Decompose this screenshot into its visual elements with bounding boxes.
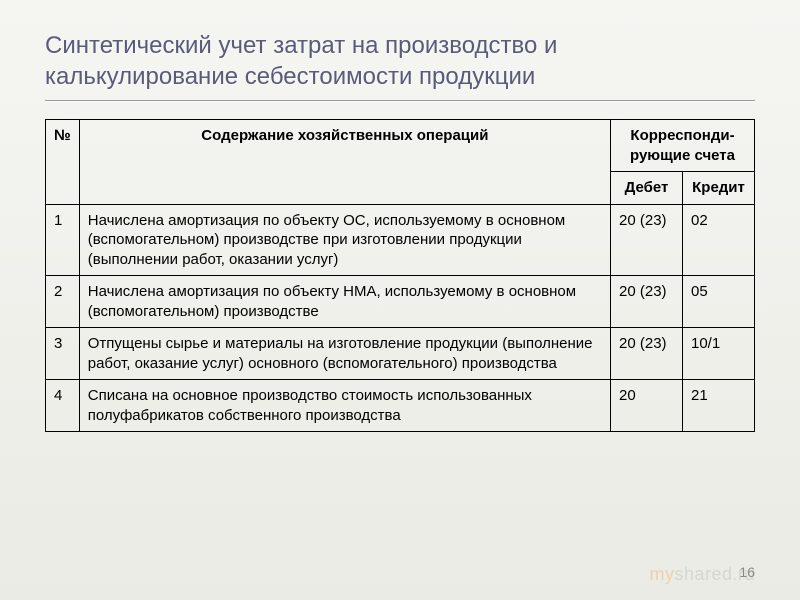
cell-desc: Списана на основное производство стоимос…: [79, 380, 610, 432]
table-row: 4 Списана на основное производство стоим…: [46, 380, 755, 432]
page-number: 16: [739, 564, 755, 580]
cell-desc: Отпущены сырье и материалы на изготовлен…: [79, 328, 610, 380]
cell-credit: 02: [683, 204, 755, 276]
cell-credit: 10/1: [683, 328, 755, 380]
cell-credit: 05: [683, 276, 755, 328]
cell-debit: 20: [611, 380, 683, 432]
header-credit: Кредит: [683, 172, 755, 205]
cell-credit: 21: [683, 380, 755, 432]
header-num: №: [46, 120, 80, 205]
cell-debit: 20 (23): [611, 276, 683, 328]
cell-debit: 20 (23): [611, 328, 683, 380]
watermark-my: my: [649, 564, 674, 584]
header-row-1: № Содержание хозяйственных операций Корр…: [46, 120, 755, 172]
table-row: 3 Отпущены сырье и материалы на изготовл…: [46, 328, 755, 380]
table-row: 2 Начислена амортизация по объекту НМА, …: [46, 276, 755, 328]
cell-desc: Начислена амортизация по объекту НМА, ис…: [79, 276, 610, 328]
header-debit: Дебет: [611, 172, 683, 205]
cell-num: 3: [46, 328, 80, 380]
operations-table: № Содержание хозяйственных операций Корр…: [45, 119, 755, 432]
cell-num: 4: [46, 380, 80, 432]
slide-title: Синтетический учет затрат на производств…: [45, 30, 755, 92]
table-row: 1 Начислена амортизация по объекту ОС, и…: [46, 204, 755, 276]
header-desc: Содержание хозяйственных операций: [79, 120, 610, 205]
cell-num: 2: [46, 276, 80, 328]
cell-num: 1: [46, 204, 80, 276]
title-underline: [45, 100, 755, 101]
header-group: Корреспонди- рующие счета: [611, 120, 755, 172]
cell-debit: 20 (23): [611, 204, 683, 276]
cell-desc: Начислена амортизация по объекту ОС, исп…: [79, 204, 610, 276]
